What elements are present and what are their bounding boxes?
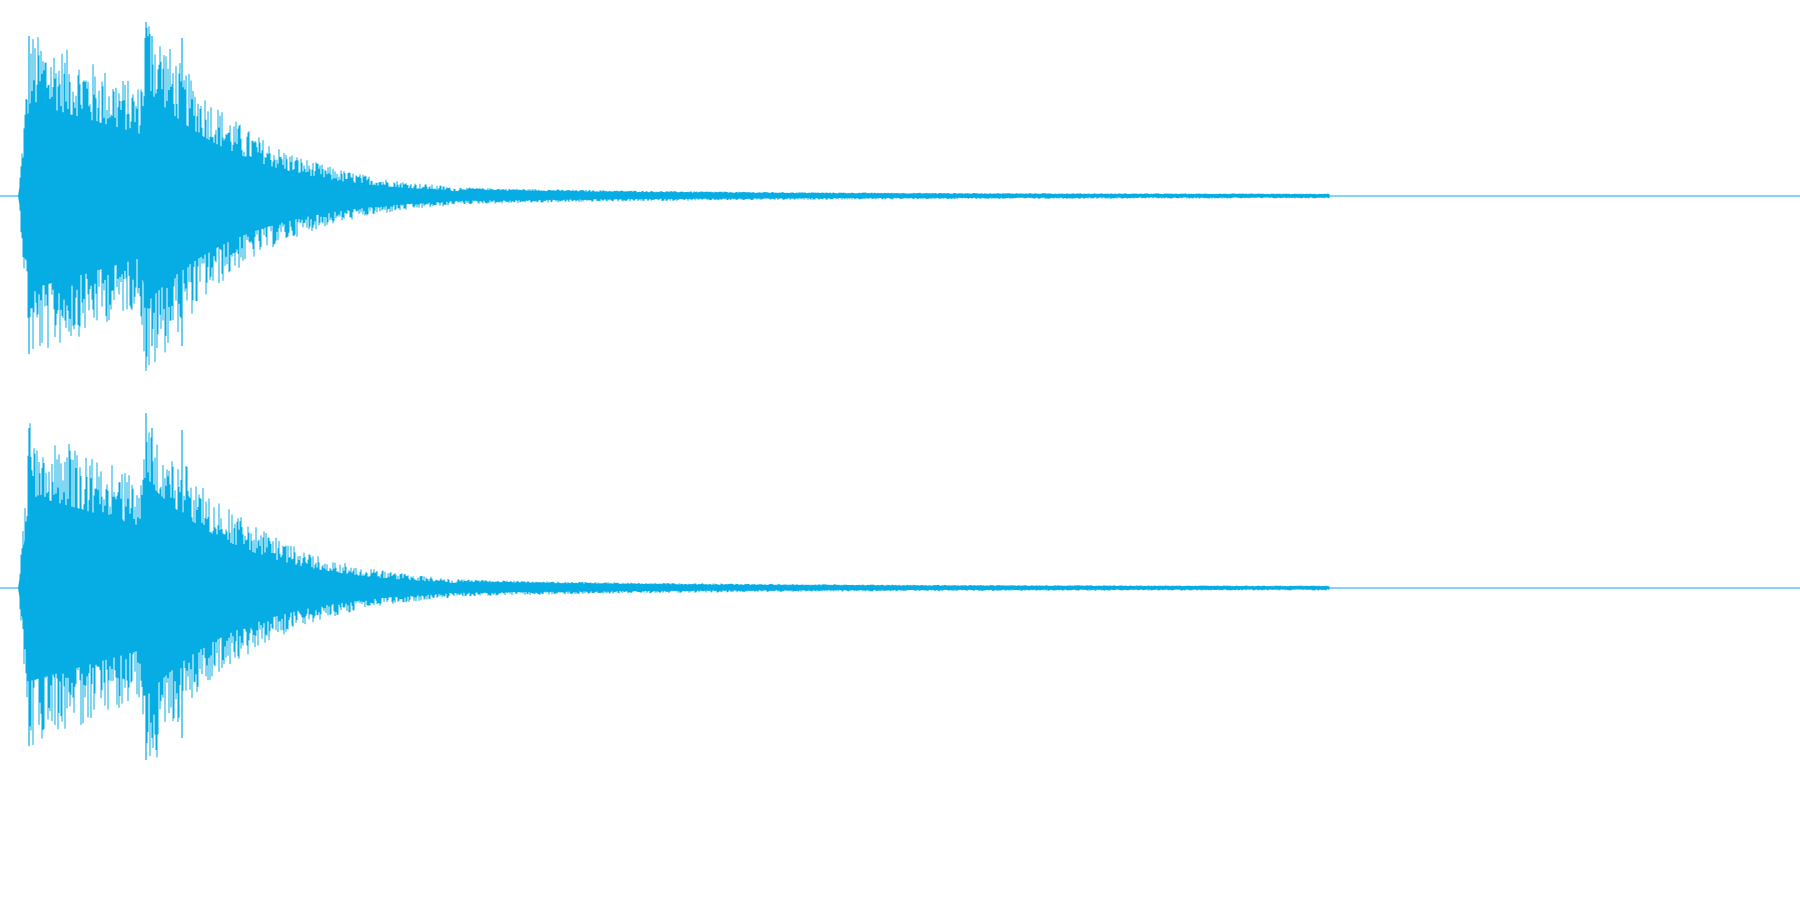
channel-right-waveform bbox=[0, 413, 1800, 760]
channel-left-waveform bbox=[0, 22, 1800, 371]
waveform-peaks bbox=[19, 26, 1330, 371]
waveform-peaks bbox=[19, 413, 1330, 758]
